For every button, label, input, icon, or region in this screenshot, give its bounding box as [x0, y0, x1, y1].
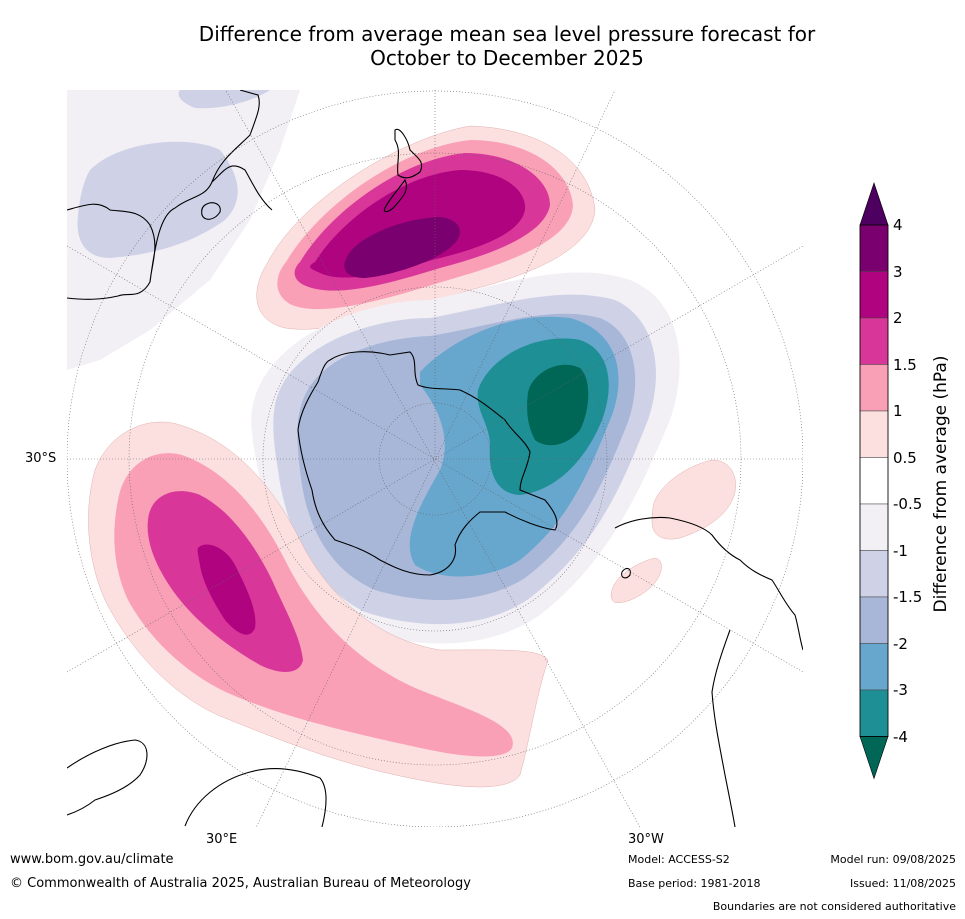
- colorbar-segment: [859, 550, 889, 598]
- anomaly-neg-1-west: [77, 141, 238, 258]
- colorbar-tick-label: -1: [893, 541, 908, 560]
- colorbar-segment: [859, 317, 889, 365]
- anomaly-neg-4-antarctic: [527, 364, 589, 446]
- colorbar-segment: [859, 271, 889, 319]
- coastline-tasmania: [201, 202, 221, 220]
- footer-copyright: © Commonwealth of Australia 2025, Austra…: [10, 876, 471, 891]
- footer-model: Model: ACCESS-S2: [628, 853, 730, 866]
- colorbar-segment: [859, 643, 889, 691]
- colorbar-segment: [859, 689, 889, 737]
- graticule-meridian-60e-120w: [67, 245, 803, 673]
- coastline-antarctica: [297, 351, 558, 576]
- colorbar-segment: [859, 364, 889, 412]
- footer-website[interactable]: www.bom.gov.au/climate: [10, 852, 174, 867]
- graticule-meridian-60w-120e: [67, 245, 803, 673]
- title-line-2: October to December 2025: [370, 46, 644, 70]
- colorbar-tick-label: -1.5: [893, 588, 923, 606]
- coastline-australia: [67, 90, 273, 300]
- map-title: Difference from average mean sea level p…: [0, 22, 965, 70]
- colorbar-tick-label: 1: [893, 402, 903, 420]
- graticule-meridian-30w-150e: [225, 90, 641, 827]
- anomaly-neg-1-northwest: [178, 90, 270, 109]
- footer-base-period: Base period: 1981-2018: [628, 877, 761, 890]
- longitude-label-30w: 30°W: [628, 832, 664, 847]
- anomaly-pos-2-atlantic: [197, 544, 256, 635]
- anomaly-pos-3-nz: [344, 217, 460, 278]
- latitude-label-30s: 30°S: [25, 451, 57, 466]
- colorbar-tick-label: 2: [893, 309, 903, 327]
- colorbar-tick-label: 0.5: [893, 448, 917, 467]
- colorbar: [859, 182, 889, 780]
- colorbar-segment: [859, 596, 889, 644]
- map-area: [67, 90, 803, 827]
- footer-disclaimer: Boundaries are not considered authoritat…: [712, 900, 956, 913]
- colorbar-title: Difference from average (hPa): [931, 355, 951, 613]
- colorbar-segment: [859, 457, 889, 505]
- colorbar-tick-label: -0.5: [893, 495, 923, 513]
- anomaly-pos-0.5-south-america-1: [651, 459, 736, 540]
- colorbar-segment: [859, 224, 889, 272]
- colorbar-tick-label: -2: [893, 634, 908, 653]
- colorbar-segment: [859, 503, 889, 551]
- graticule: [67, 90, 803, 827]
- coastline-south-america: [614, 516, 803, 827]
- longitude-label-30e: 30°E: [206, 832, 238, 847]
- colorbar-arrow-bottom: [859, 736, 889, 780]
- colorbar-tick-label: -3: [893, 681, 908, 699]
- anomaly-pos-0.5-south-america-2: [610, 557, 662, 603]
- colorbar-tick-label: 1.5: [893, 355, 917, 374]
- colorbar-tick-label: -4: [893, 727, 908, 746]
- footer-issued: Issued: 11/08/2025: [849, 877, 956, 890]
- coastline-south-africa: [67, 739, 327, 827]
- colorbar-tick-label: 4: [893, 216, 903, 234]
- coastlines: [67, 90, 803, 827]
- colorbar-arrow-top: [859, 182, 889, 226]
- colorbar-segment: [859, 410, 889, 458]
- colorbar-frame: [859, 224, 889, 737]
- colorbar-tick-label: 3: [893, 262, 903, 281]
- graticule-circle-70s: [378, 402, 492, 516]
- coastline-new-zealand-south: [383, 178, 408, 213]
- coastline-new-zealand-north: [394, 128, 423, 179]
- footer-model-run: Model run: 09/08/2025: [830, 853, 956, 866]
- coastline-falklands: [621, 567, 631, 579]
- title-line-1: Difference from average mean sea level p…: [198, 22, 816, 46]
